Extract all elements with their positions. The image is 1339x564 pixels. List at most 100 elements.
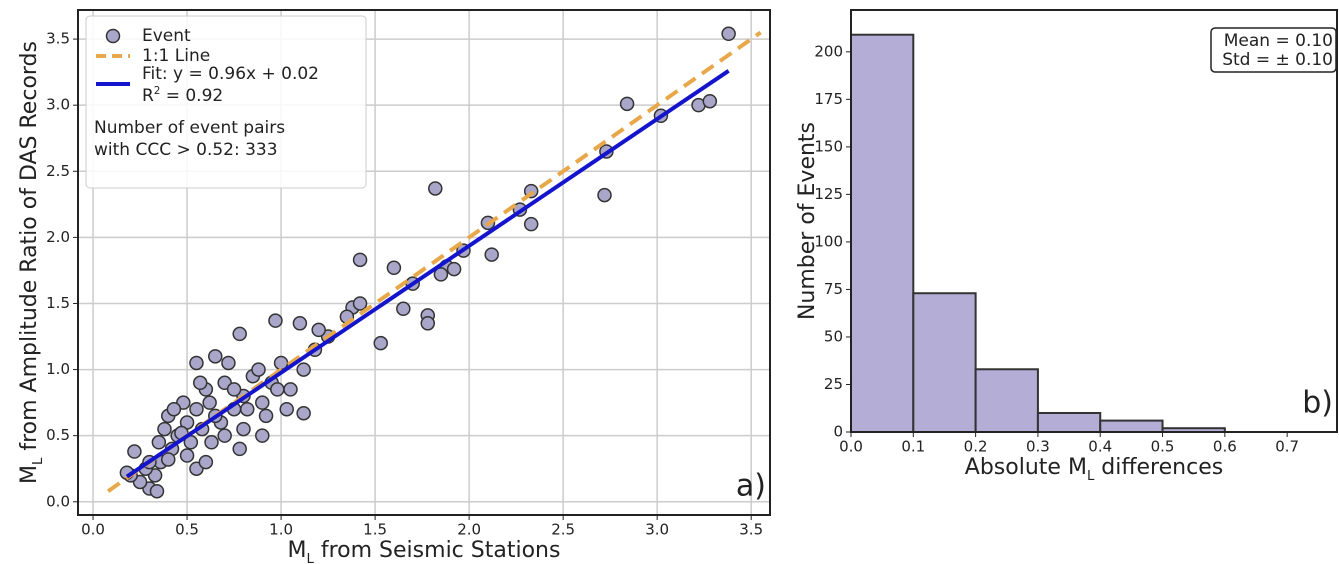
y-tick-label: 0.5 bbox=[46, 426, 70, 444]
event-point bbox=[270, 382, 285, 397]
event-point bbox=[189, 355, 204, 371]
x-axis-title: Absolute ML differences bbox=[965, 455, 1223, 484]
y-tick-label: 50 bbox=[824, 327, 843, 345]
event-point bbox=[149, 483, 165, 499]
event-point bbox=[523, 216, 539, 232]
legend-label: Event bbox=[142, 26, 191, 46]
axes-frame bbox=[850, 9, 1338, 433]
symbol: M bbox=[288, 538, 307, 563]
event-point bbox=[204, 435, 219, 450]
y-tick-label: 125 bbox=[814, 185, 843, 203]
text: from Seismic Stations bbox=[314, 538, 561, 563]
y-tick-label: 0 bbox=[833, 423, 843, 441]
x-tick-label: 3.5 bbox=[739, 521, 763, 539]
event-point bbox=[484, 247, 499, 262]
y-tick-label: 0.0 bbox=[46, 492, 70, 510]
y-tick-label: 2.0 bbox=[46, 228, 70, 246]
event-point bbox=[217, 428, 232, 443]
event-point bbox=[258, 408, 274, 424]
event-point bbox=[296, 405, 311, 421]
x-tick-label: 0.1 bbox=[901, 438, 925, 456]
event-point bbox=[597, 187, 612, 203]
legend-label: 1:1 Line bbox=[142, 46, 210, 66]
x-tick-label: 0.2 bbox=[964, 438, 988, 456]
y-axis-title: ML from Amplitude Ratio of DAS Records bbox=[17, 41, 46, 484]
symbol: M bbox=[17, 465, 42, 484]
event-point bbox=[396, 301, 411, 317]
x-tick-label: 0.3 bbox=[1026, 438, 1050, 456]
event-point bbox=[702, 93, 718, 109]
event-point bbox=[420, 316, 436, 331]
event-point bbox=[151, 435, 167, 450]
stats-text: Std = ± 0.10 bbox=[1222, 50, 1333, 70]
event-point bbox=[161, 452, 176, 467]
bar bbox=[1099, 419, 1164, 434]
event-point bbox=[179, 448, 195, 463]
x-axis-title: ML from Seismic Stations bbox=[288, 538, 561, 564]
superscript: 2 bbox=[154, 86, 160, 97]
event-point bbox=[198, 454, 214, 470]
x-tick-label: 3.0 bbox=[645, 521, 669, 539]
x-tick-label: 0.0 bbox=[81, 521, 105, 539]
event-point bbox=[157, 421, 172, 437]
subscript: L bbox=[1087, 469, 1095, 484]
event-point bbox=[208, 349, 223, 364]
fit-r2: R2 = 0.92 bbox=[142, 86, 223, 107]
event-point bbox=[232, 326, 247, 342]
x-tick-label: 0.5 bbox=[1151, 438, 1175, 456]
event-point bbox=[311, 322, 326, 338]
event-point bbox=[386, 260, 402, 276]
x-tick-label: 2.5 bbox=[551, 521, 575, 539]
y-tick-label: 1.5 bbox=[46, 294, 70, 312]
subscript: L bbox=[31, 457, 46, 465]
x-tick-label: 0.6 bbox=[1213, 438, 1237, 456]
event-point bbox=[373, 335, 388, 351]
legend-marker bbox=[105, 28, 121, 44]
event-point bbox=[352, 296, 368, 311]
y-tick-label: 3.0 bbox=[46, 96, 70, 114]
x-tick-label: 2.0 bbox=[457, 521, 481, 539]
bar bbox=[974, 368, 1039, 433]
panel-label: b) bbox=[1302, 386, 1333, 421]
y-tick-label: 3.5 bbox=[46, 30, 70, 48]
y-axis-title: Number of Events bbox=[795, 122, 820, 320]
event-point bbox=[446, 261, 462, 277]
y-tick-label: 75 bbox=[824, 280, 843, 298]
event-point bbox=[239, 401, 255, 417]
text: from Amplitude Ratio of DAS Records bbox=[17, 41, 42, 458]
x-tick-label: 1.5 bbox=[363, 521, 387, 539]
event-point bbox=[232, 441, 247, 457]
event-point bbox=[428, 181, 443, 196]
event-point bbox=[236, 421, 251, 437]
text: = 0.92 bbox=[160, 86, 223, 106]
text: differences bbox=[1094, 455, 1223, 480]
event-point bbox=[127, 444, 142, 459]
y-tick-label: 150 bbox=[814, 137, 843, 155]
y-tick-label: 2.5 bbox=[46, 162, 70, 180]
legend-label: Fit: y = 0.96x + 0.02 bbox=[142, 64, 319, 84]
prefix: Absolute bbox=[965, 455, 1068, 480]
event-point bbox=[619, 96, 635, 112]
bar bbox=[912, 292, 977, 433]
bar bbox=[1036, 411, 1102, 434]
y-tick-label: 1.0 bbox=[46, 360, 70, 378]
y-tick-label: 175 bbox=[814, 90, 843, 108]
y-tick-label: 100 bbox=[814, 232, 843, 250]
event-point bbox=[192, 375, 208, 391]
event-point bbox=[296, 362, 311, 377]
x-tick-label: 0.7 bbox=[1275, 438, 1299, 456]
text: Number of Events bbox=[795, 122, 820, 320]
symbol: R bbox=[142, 86, 154, 106]
event-point bbox=[721, 26, 736, 42]
event-point bbox=[202, 395, 217, 410]
x-tick-label: 0.4 bbox=[1088, 438, 1112, 456]
event-point bbox=[189, 401, 204, 417]
event-point bbox=[255, 428, 270, 443]
symbol: M bbox=[1068, 455, 1087, 480]
annotation: Number of event pairs bbox=[94, 118, 285, 138]
event-point bbox=[268, 313, 283, 328]
event-point bbox=[221, 355, 236, 371]
x-tick-label: 1.0 bbox=[269, 521, 293, 539]
event-point bbox=[292, 316, 308, 331]
